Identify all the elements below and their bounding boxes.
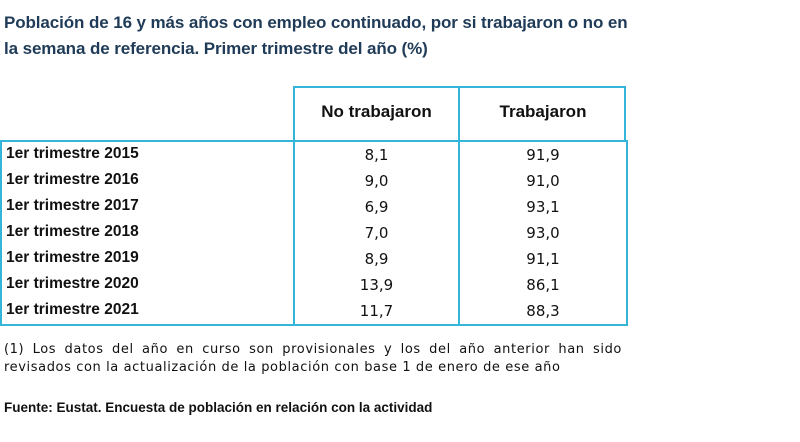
table-row: 1er trimestre 2018 7,0 93,0 [0,220,628,246]
row-label: 1er trimestre 2019 [6,249,139,266]
header-divider [458,86,460,140]
body-box [0,140,628,326]
cell-no-trabajaron: 7,0 [364,224,389,242]
row-label: 1er trimestre 2016 [6,171,139,188]
row-label: 1er trimestre 2017 [6,197,139,214]
cell-no-trabajaron: 8,9 [364,250,389,268]
body-divider-2 [458,140,460,326]
source-line: Fuente: Eustat. Encuesta de población en… [4,400,433,415]
table-row: 1er trimestre 2020 13,9 86,1 [0,272,628,298]
cell-no-trabajaron: 8,1 [364,146,389,164]
row-label: 1er trimestre 2020 [6,275,139,292]
cell-trabajaron: 91,1 [526,250,560,268]
row-label: 1er trimestre 2015 [6,145,139,162]
footnote: (1) Los datos del año en curso son provi… [4,342,622,375]
cell-trabajaron: 86,1 [526,276,560,294]
cell-trabajaron: 91,0 [526,172,560,190]
data-table: No trabajaron Trabajaron 1er trimestre 2… [0,86,628,326]
table-row: 1er trimestre 2021 11,7 88,3 [0,298,628,324]
cell-trabajaron: 91,9 [526,146,560,164]
body-divider-1 [293,140,295,326]
table-row: 1er trimestre 2016 9,0 91,0 [0,168,628,194]
cell-trabajaron: 93,0 [526,224,560,242]
cell-no-trabajaron: 6,9 [364,198,389,216]
row-label: 1er trimestre 2018 [6,223,139,240]
cell-no-trabajaron: 9,0 [364,172,389,190]
table-row: 1er trimestre 2015 8,1 91,9 [0,142,628,168]
cell-no-trabajaron: 11,7 [359,302,394,320]
table-row: 1er trimestre 2019 8,9 91,1 [0,246,628,272]
table-title: Población de 16 y más años con empleo co… [4,13,628,58]
table-row: 1er trimestre 2017 6,9 93,1 [0,194,628,220]
row-label: 1er trimestre 2021 [6,301,139,318]
cell-trabajaron: 93,1 [526,198,560,216]
cell-trabajaron: 88,3 [526,302,560,320]
column-header-no-trabajaron: No trabajaron [321,102,432,121]
cell-no-trabajaron: 13,9 [359,276,394,294]
column-header-trabajaron: Trabajaron [499,102,587,121]
